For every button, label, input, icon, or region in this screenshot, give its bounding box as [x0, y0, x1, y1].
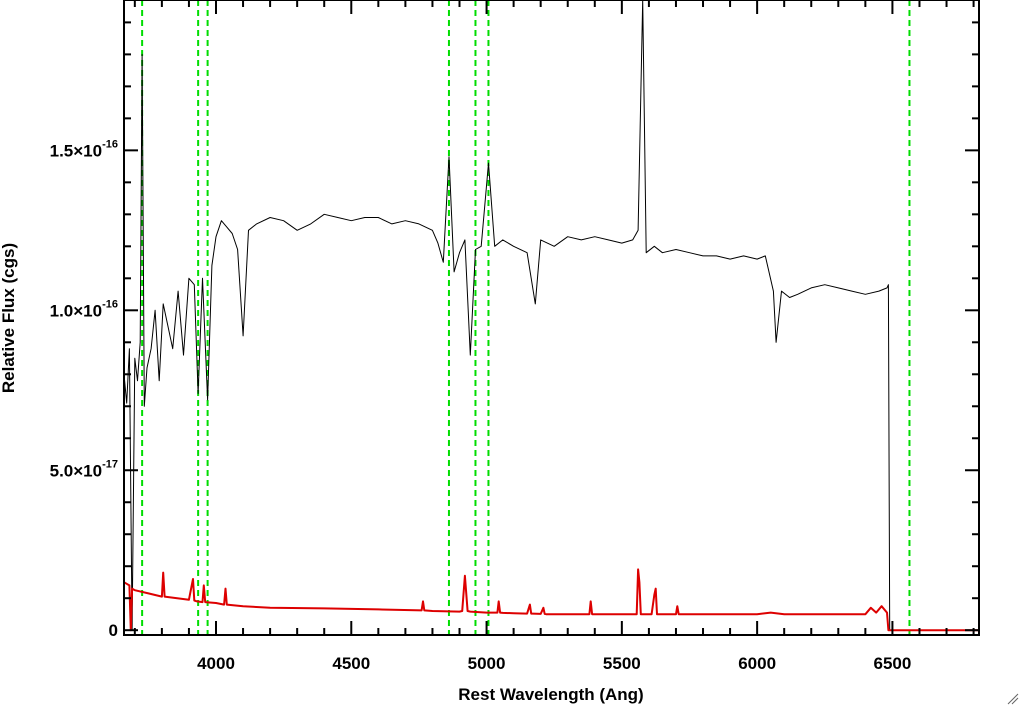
x-tick-label: 6500 — [874, 654, 912, 673]
y-tick-exponent: -16 — [102, 138, 118, 150]
series-line-flux — [123, 0, 979, 631]
axis-ticks — [124, 0, 979, 635]
y-tick-labels: 05.0×10-171.0×10-161.5×10-16 — [50, 138, 118, 640]
y-tick-mantissa: 5.0×10 — [50, 461, 102, 480]
resize-grip-icon[interactable] — [1007, 693, 1019, 705]
y-tick-label: 5.0×10-17 — [50, 458, 118, 480]
reference-lines — [141, 0, 911, 635]
y-tick-mantissa: 1.0×10 — [50, 301, 102, 320]
y-tick-label: 1.5×10-16 — [50, 138, 118, 160]
x-tick-label: 5500 — [603, 654, 641, 673]
series-line-error — [123, 568, 979, 632]
axes-frame — [123, 0, 980, 636]
x-axis-title: Rest Wavelength (Ang) — [458, 685, 643, 704]
series-layer — [123, 0, 979, 632]
x-tick-labels: 4000 4500 5000 5500 6000 6500 — [197, 654, 911, 673]
y-tick-label: 0 — [109, 621, 118, 640]
y-axis-title: Relative Flux (cgs) — [0, 243, 18, 393]
x-tick-label: 6000 — [738, 654, 776, 673]
y-tick-mantissa: 1.5×10 — [50, 141, 102, 160]
y-tick-label: 1.0×10-16 — [50, 298, 118, 320]
x-tick-label: 4000 — [197, 654, 235, 673]
x-tick-label: 5000 — [468, 654, 506, 673]
y-tick-mantissa: 0 — [109, 621, 118, 640]
y-tick-exponent: -16 — [102, 298, 118, 310]
x-tick-label: 4500 — [332, 654, 370, 673]
plot-frame — [123, 0, 980, 636]
y-tick-exponent: -17 — [102, 458, 118, 470]
